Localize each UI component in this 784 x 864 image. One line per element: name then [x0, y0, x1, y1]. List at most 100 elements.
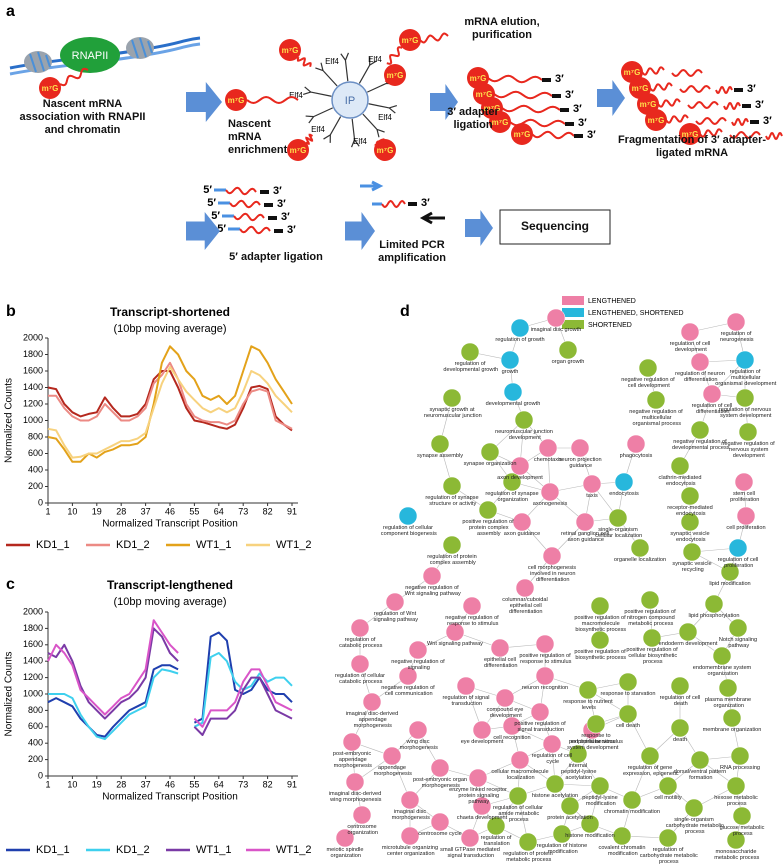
series-line: [47, 619, 293, 728]
node-label: regulation of protein complex assembly: [427, 554, 476, 566]
node-label: covalent chromatin modification: [599, 845, 646, 857]
polymerase-label: RNAPII: [72, 50, 109, 62]
antibody-label: Elf4: [325, 57, 339, 66]
node-label: post-embryonic appendage morphogenesis: [332, 751, 372, 769]
node-label: cell death: [616, 723, 640, 729]
node-label: cell motility: [654, 795, 682, 801]
node-label: compound eye development: [487, 707, 524, 719]
node-label: cellular macromolecule localization: [491, 769, 548, 781]
cap-label: m⁷G: [470, 74, 487, 83]
cap-circle: [511, 123, 533, 145]
legend-label: WT1_1: [196, 539, 231, 551]
dna: [9, 36, 201, 76]
node: [486, 816, 506, 836]
node-label: RNA processing: [720, 765, 760, 771]
node-label: centrosome organization: [346, 824, 378, 836]
cap: m⁷G: [679, 123, 701, 145]
x-tick-label: 37: [141, 506, 151, 516]
y-tick-label: 1000: [23, 688, 43, 698]
node-label: regulation of signal transduction: [443, 695, 490, 707]
node: [530, 702, 550, 722]
three-prime-label: 3′: [587, 129, 596, 141]
pcr-primer-reverse: [419, 211, 445, 225]
node-label: positive regulation of protein complex a…: [462, 519, 514, 537]
node-label: meiotic spindle organization: [327, 847, 364, 859]
node-label: negative regulation of cell communicatio…: [381, 685, 435, 697]
x-tick-label: 19: [92, 506, 102, 516]
cap: m⁷G: [489, 111, 511, 133]
x-tick-label: 1: [45, 779, 50, 789]
adapter-3: [742, 104, 751, 108]
node-label: positive regulation of macromolecule bio…: [574, 615, 626, 633]
x-tick-label: 46: [165, 506, 175, 516]
node-label: synaptic vesicle recycling: [672, 561, 711, 573]
sequencing-box: [499, 209, 611, 245]
node: [730, 746, 750, 766]
y-axis-title: Normalized Counts: [4, 651, 15, 736]
mrna-tail: [239, 225, 271, 235]
three-prime-label: 3′: [277, 198, 286, 210]
step-label: Nascent mRNA enrichment: [228, 118, 288, 156]
node: [568, 744, 588, 764]
y-tick-label: 1000: [23, 415, 43, 425]
chart-subtitle: (10bp moving average): [113, 596, 226, 608]
step-label: Limited PCR amplification: [378, 239, 446, 264]
three-prime-label: 3′: [755, 99, 764, 111]
node-label: cell morphogenesis involved in neuron di…: [528, 565, 576, 583]
node-label: dorsal/ventral pattern formation: [674, 769, 727, 781]
node: [456, 676, 476, 696]
node-label: internal peptidyl-lysine acetylation: [560, 763, 597, 781]
three-prime-label: 3′: [747, 83, 756, 95]
antibody-label: Elf4: [353, 137, 367, 146]
adapter-3: [750, 120, 759, 124]
cap-label: m⁷G: [648, 116, 665, 125]
antibody-label: Elf4: [311, 125, 325, 134]
node: [726, 312, 746, 332]
x-tick-label: 91: [287, 506, 297, 516]
node-label: lipid phosphorylation: [689, 613, 740, 619]
node: [510, 750, 530, 770]
node: [590, 596, 610, 616]
x-tick-label: 19: [92, 779, 102, 789]
cap-label: m⁷G: [492, 118, 509, 127]
cap: m⁷G: [384, 64, 406, 86]
node: [646, 390, 666, 410]
node-label: protein acetylation: [547, 815, 592, 821]
three-prime-label: 3′: [281, 211, 290, 223]
node-label: columnar/cuboidal epithelial cell differ…: [502, 597, 547, 615]
node-label: positive regulation of cellular biosynth…: [626, 647, 678, 665]
y-tick-label: 2000: [23, 332, 43, 342]
node: [580, 814, 600, 834]
node: [726, 830, 746, 850]
node-label: response to nutrient levels: [563, 699, 613, 711]
node-label: axon guidance: [504, 531, 540, 537]
cap-circle: [679, 123, 701, 145]
node: [738, 422, 758, 442]
node-label: Wnt signaling pathway: [427, 641, 483, 647]
three-prime-label: 3′: [287, 224, 296, 236]
node: [430, 758, 450, 778]
antibody: [302, 86, 332, 97]
node-label: regulation of cellular amide metabolic p…: [493, 805, 543, 823]
legend-label: SHORTENED: [588, 322, 632, 329]
cap-circle: [384, 64, 406, 86]
node: [430, 812, 450, 832]
node: [558, 340, 578, 360]
node: [732, 806, 752, 826]
y-tick-label: 800: [28, 431, 43, 441]
antibody-label: Elf4: [289, 91, 303, 100]
mrna-tail: [715, 85, 733, 95]
node: [382, 746, 402, 766]
node-label: response to starvation: [600, 691, 655, 697]
chart-title: Transcript-lengthened: [107, 578, 233, 592]
node: [535, 634, 555, 654]
mrna-tail: [699, 128, 723, 138]
node-label: receptor-mediated endocytosis: [667, 505, 712, 517]
cap: m⁷G: [279, 39, 301, 61]
series-line: [47, 365, 293, 459]
cap: m⁷G: [511, 123, 533, 145]
adapter-3: [560, 108, 569, 112]
step-label: Sequencing: [520, 219, 589, 233]
node: [430, 434, 450, 454]
node-label: regulation of cell death: [660, 695, 701, 707]
